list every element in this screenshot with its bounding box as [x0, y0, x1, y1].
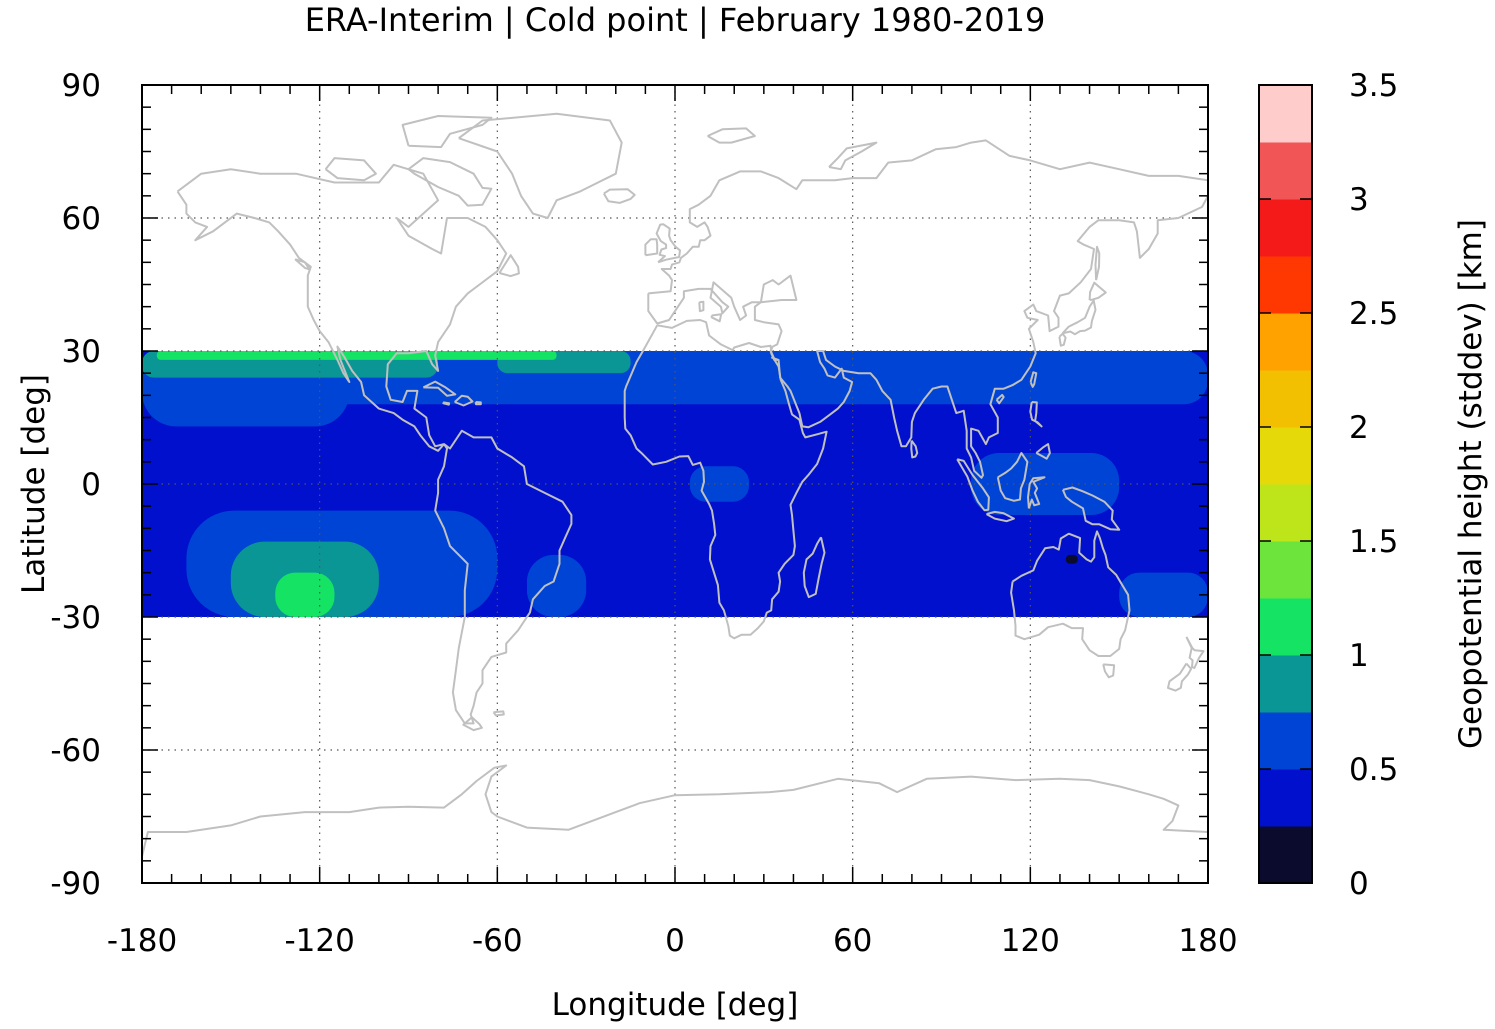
grid-lines — [142, 85, 1208, 883]
colorbar-tick-label: 2.5 — [1349, 296, 1398, 332]
colorbar-swatch — [1259, 199, 1312, 257]
coastline-greenland — [458, 112, 623, 219]
colorbar-tick-label: 0 — [1349, 866, 1369, 902]
colorbar: 3.5 3 2.5 2 1.5 1 0.5 0 — [1258, 68, 1398, 902]
colorbar-tick-label: 3 — [1349, 182, 1369, 218]
colorbar-tick-label: 3.5 — [1349, 68, 1398, 104]
coastline-sumatra — [956, 458, 990, 512]
colorbar-tick-label: 1.5 — [1349, 524, 1398, 560]
coastline-java — [986, 510, 1015, 523]
x-axis-label: Longitude [deg] — [552, 987, 799, 1023]
y-axis-ticks: 90 60 30 0 -30 -60 -90 — [50, 68, 1208, 902]
coastline-hainan — [995, 393, 1005, 405]
colorbar-swatch — [1259, 826, 1312, 884]
coastline-south-america — [434, 429, 573, 725]
y-axis-label: Latitude [deg] — [16, 374, 52, 594]
field-region-south-atlantic-blue — [526, 554, 587, 617]
colorbar-swatch — [1259, 370, 1312, 428]
y-tick-label: 60 — [62, 201, 101, 237]
colorbar-swatch — [1259, 427, 1312, 485]
x-tick-label: 60 — [833, 923, 872, 959]
coastline-sicily — [710, 313, 723, 323]
coastline-newfoundland — [498, 254, 520, 278]
coastline-borneo — [996, 452, 1029, 502]
coastline-tasmania — [1102, 663, 1116, 679]
coastline-novaya-zemlya — [828, 141, 878, 171]
y-tick-label: -30 — [50, 600, 101, 636]
coastline-baffin-island — [407, 157, 493, 207]
colorbar-border — [1258, 84, 1313, 884]
coastline-japan-kyushu — [1058, 332, 1067, 347]
colorbar-tick-label: 2 — [1349, 410, 1369, 446]
coastline-new-guinea — [1061, 486, 1121, 531]
coastline-svalbard — [707, 127, 756, 144]
coastline-falklands — [492, 710, 505, 717]
coastline-hispaniola — [454, 394, 474, 407]
y-tick-label: -60 — [50, 733, 101, 769]
colorbar-swatch — [1259, 712, 1312, 770]
coastline-iceland — [603, 188, 636, 204]
colorbar-tick-label: 0.5 — [1349, 752, 1398, 788]
colorbar-swatch — [1259, 142, 1312, 200]
colorbar-swatch — [1259, 598, 1312, 656]
y-tick-label: 0 — [81, 467, 101, 503]
field-region-north-green-patches — [156, 351, 557, 360]
coastline-north-america — [176, 163, 508, 452]
coastline-philippines-mindanao — [1035, 443, 1051, 460]
field-region-australia-min — [1065, 554, 1078, 564]
coastline-australia — [1010, 530, 1131, 657]
colorbar-swatch — [1259, 769, 1312, 827]
field-region-south-pacific-green — [275, 572, 335, 617]
coastline-jamaica — [442, 401, 451, 406]
coastline-vancouver-island — [294, 258, 311, 271]
coastline-new-zealand-north — [1185, 636, 1205, 669]
colorbar-swatch — [1259, 313, 1312, 371]
chart-title: ERA-Interim | Cold point | February 1980… — [305, 1, 1046, 39]
coastline-victoria-island — [324, 157, 377, 182]
coastline-madagascar — [802, 536, 826, 599]
coastline-new-zealand-south — [1167, 662, 1193, 692]
x-tick-label: -120 — [284, 923, 354, 959]
x-tick-label: 120 — [1001, 923, 1060, 959]
coastline-africa — [623, 319, 828, 640]
coastline-japan-hokkaido — [1088, 281, 1107, 301]
x-tick-label: 0 — [665, 923, 685, 959]
colorbar-swatch — [1259, 256, 1312, 314]
colorbar-swatch — [1259, 85, 1312, 143]
coastline-taiwan — [1029, 371, 1038, 388]
coastline-tierra-del-fuego — [462, 716, 483, 732]
coastline-sulawesi — [1027, 476, 1046, 509]
coastline-sri-lanka — [910, 440, 919, 459]
coastline-sakhalin — [1094, 245, 1101, 281]
coastline-philippines-luzon — [1029, 401, 1043, 428]
x-axis-ticks: -180 -120 -60 0 60 120 180 — [107, 85, 1238, 959]
colorbar-label: Geopotential height (stddev) [km] — [1453, 219, 1489, 749]
x-tick-label: -180 — [107, 923, 177, 959]
field-region-south-west-pacific-blue — [1119, 572, 1208, 617]
coastline-cuba — [422, 380, 457, 397]
x-tick-label: 180 — [1178, 923, 1237, 959]
coastline-puerto-rico — [474, 401, 482, 406]
coastlines — [142, 112, 1208, 857]
colorbar-swatch — [1259, 541, 1312, 599]
field-region-maritime-continent — [971, 452, 1120, 516]
x-tick-label: -60 — [472, 923, 523, 959]
coastline-ellesmere-island — [401, 115, 493, 149]
colorbar-swatch — [1259, 655, 1312, 713]
coastline-japan-honshu — [1061, 299, 1097, 336]
colorbar-tick-label: 1 — [1349, 638, 1369, 674]
y-tick-label: 90 — [62, 68, 101, 104]
y-tick-label: 30 — [62, 334, 101, 370]
coastline-eurasia — [647, 139, 1208, 479]
coastline-ireland — [644, 238, 659, 257]
colorbar-swatch — [1259, 484, 1312, 542]
coastline-sardinia — [698, 300, 705, 313]
y-tick-label: -90 — [50, 866, 101, 902]
coastline-antarctica — [142, 764, 1208, 857]
coastline-great-britain — [655, 223, 681, 264]
